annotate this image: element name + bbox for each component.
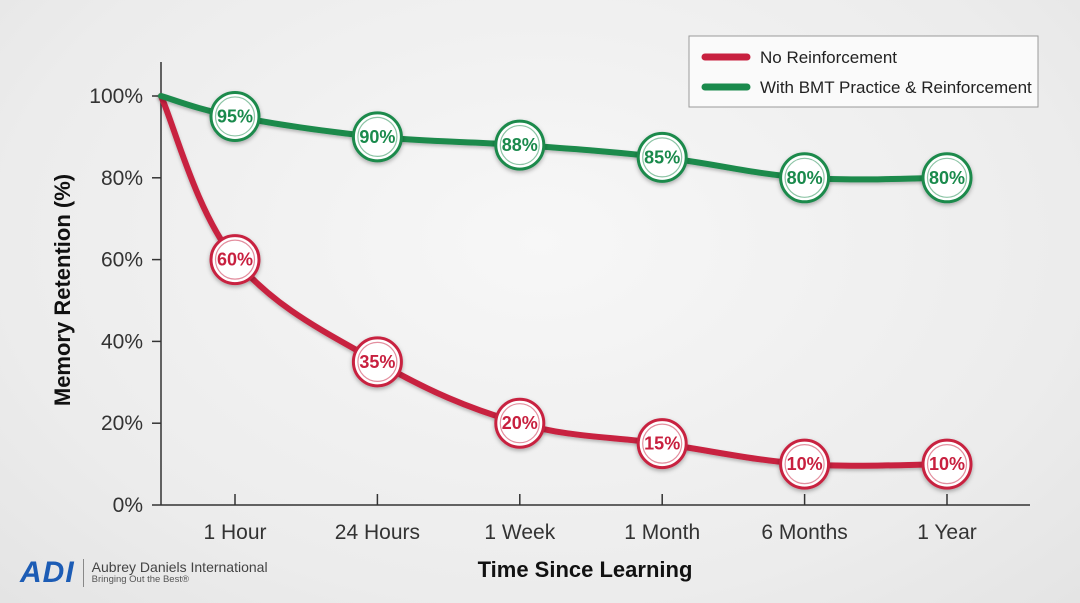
series-layer xyxy=(158,93,950,469)
data-point-ring xyxy=(784,444,825,485)
y-tick-label: 100% xyxy=(89,85,143,108)
y-tick-label: 40% xyxy=(101,330,143,353)
data-point-ring xyxy=(214,96,256,137)
logo-company-name: Aubrey Daniels International xyxy=(91,559,268,576)
logo-mark: ADI xyxy=(20,556,75,589)
data-point-ring xyxy=(926,157,968,198)
x-tick-label: 24 Hours xyxy=(335,521,420,544)
data-label: 90% xyxy=(359,127,395,147)
axes: 0% 20% 40% 60% 80% 100% 1 Hour 24 Hours 1 Week 1 … xyxy=(89,62,1030,544)
data-label: 95% xyxy=(217,106,253,126)
x-tick-label: 1 Year xyxy=(917,521,977,544)
data-label: 85% xyxy=(644,147,680,167)
data-point-ring xyxy=(642,423,683,464)
data-point-marker xyxy=(636,418,688,470)
data-label: 88% xyxy=(502,135,538,155)
data-point-ring xyxy=(642,137,683,178)
y-tick-label: 20% xyxy=(101,412,143,435)
markers-layer: 60% 35% 20% 15% 10% 10% 95% 90% 88% 85% 80% 80% xyxy=(209,90,973,490)
data-point-ring xyxy=(499,403,540,444)
data-point-marker xyxy=(921,438,973,490)
data-label: 80% xyxy=(929,168,965,188)
data-label: 20% xyxy=(502,413,538,433)
data-point-marker xyxy=(494,397,546,449)
data-point: 10% xyxy=(921,438,973,490)
data-point-ring xyxy=(784,157,825,198)
data-label: 15% xyxy=(644,434,680,454)
series-line-0 xyxy=(158,93,950,469)
data-point-ring xyxy=(357,341,398,382)
data-label: 35% xyxy=(359,352,395,372)
logo-divider xyxy=(82,559,84,587)
legend: No Reinforcement With BMT Practice & Rein… xyxy=(688,35,1039,108)
data-point-ring xyxy=(357,116,398,157)
data-point: 90% xyxy=(351,111,403,163)
data-point-marker xyxy=(779,438,831,490)
x-axis-title: Time Since Learning xyxy=(478,557,693,582)
y-tick-label: 80% xyxy=(101,167,143,190)
legend-box xyxy=(688,35,1039,108)
x-tick-label: 1 Week xyxy=(484,521,555,544)
data-point-ring xyxy=(499,124,540,166)
data-point: 95% xyxy=(209,90,261,142)
data-point: 60% xyxy=(209,234,261,286)
y-tick-label: 60% xyxy=(101,249,143,272)
data-point: 35% xyxy=(351,336,403,388)
data-point-marker xyxy=(209,234,261,286)
data-label: 10% xyxy=(929,454,965,474)
data-label: 60% xyxy=(217,250,253,270)
data-point: 20% xyxy=(494,397,546,449)
data-point-marker xyxy=(636,131,688,183)
legend-label: No Reinforcement xyxy=(760,48,897,67)
data-point: 80% xyxy=(779,152,831,204)
legend-label: With BMT Practice & Reinforcement xyxy=(760,78,1032,97)
data-point-marker xyxy=(779,152,831,204)
x-tick-label: 1 Month xyxy=(624,521,700,544)
company-logo: ADI Aubrey Daniels International Bringin… xyxy=(20,556,268,590)
series-line-1 xyxy=(158,93,950,183)
y-axis-title: Memory Retention (%) xyxy=(50,174,75,406)
logo-tagline: Bringing Out the Best® xyxy=(91,574,189,586)
data-point-marker xyxy=(494,119,546,171)
logo-text: Aubrey Daniels International Bringing Ou… xyxy=(91,559,268,586)
y-tick-label: 0% xyxy=(113,494,143,517)
data-label: 80% xyxy=(787,168,823,188)
data-point-ring xyxy=(926,444,968,485)
x-tick-label: 6 Months xyxy=(761,521,847,544)
data-point-ring xyxy=(214,239,256,280)
data-point: 10% xyxy=(779,438,831,490)
data-point-marker xyxy=(351,336,403,388)
data-point-marker xyxy=(209,90,261,142)
data-point: 15% xyxy=(636,418,688,470)
data-point-marker xyxy=(351,111,403,163)
data-point: 80% xyxy=(921,152,973,204)
data-point-marker xyxy=(921,152,973,204)
data-point: 88% xyxy=(494,119,546,171)
x-tick-label: 1 Hour xyxy=(203,521,266,544)
data-point: 85% xyxy=(636,131,688,183)
data-label: 10% xyxy=(787,454,823,474)
